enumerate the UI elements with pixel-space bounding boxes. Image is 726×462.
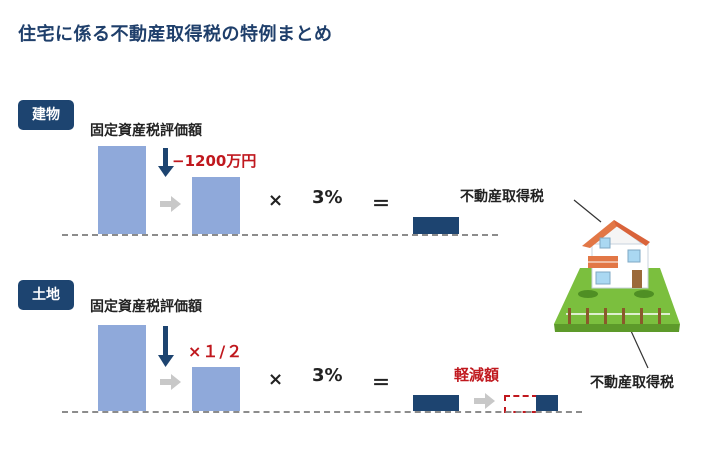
land-rate: 3% [312, 365, 343, 386]
building-baseline [62, 234, 498, 236]
land-equals-sign: ＝ [372, 373, 390, 394]
badge-land: 土地 [18, 280, 74, 310]
building-deduction: −1200万円 [172, 152, 257, 170]
building-tax-bar [413, 217, 459, 234]
building-base-label: 固定資産税評価額 [90, 123, 202, 139]
land-multiply-sign: × [268, 369, 284, 390]
building-taxable-bar [192, 177, 240, 234]
house-icon [554, 220, 680, 332]
building-rate: 3% [312, 187, 343, 208]
land-taxable-bar [192, 367, 240, 411]
badge-building: 建物 [18, 100, 74, 130]
house-land-tax-label: 不動産取得税 [590, 375, 674, 391]
building-equals-sign: ＝ [372, 194, 390, 215]
land-right-arrow-icon [160, 374, 181, 390]
land-base-label: 固定資産税評価額 [90, 299, 202, 315]
building-right-arrow-icon [160, 196, 181, 212]
land-reduction-arrow-icon [474, 393, 495, 409]
land-down-arrow-icon [158, 326, 174, 367]
page-title: 住宅に係る不動産取得税の特例まとめ [18, 24, 333, 45]
building-base-bar [98, 146, 146, 234]
land-base-bar [98, 325, 146, 411]
reduction-label: 軽減額 [454, 366, 500, 384]
land-tax-bar [413, 395, 459, 411]
land-remaining-tax-bar [536, 395, 558, 411]
land-baseline [62, 411, 582, 413]
building-multiply-sign: × [268, 190, 284, 211]
land-factor: ×１/２ [188, 342, 244, 361]
building-down-arrow-icon [158, 148, 174, 177]
house-building-tax-label: 不動産取得税 [460, 189, 544, 205]
